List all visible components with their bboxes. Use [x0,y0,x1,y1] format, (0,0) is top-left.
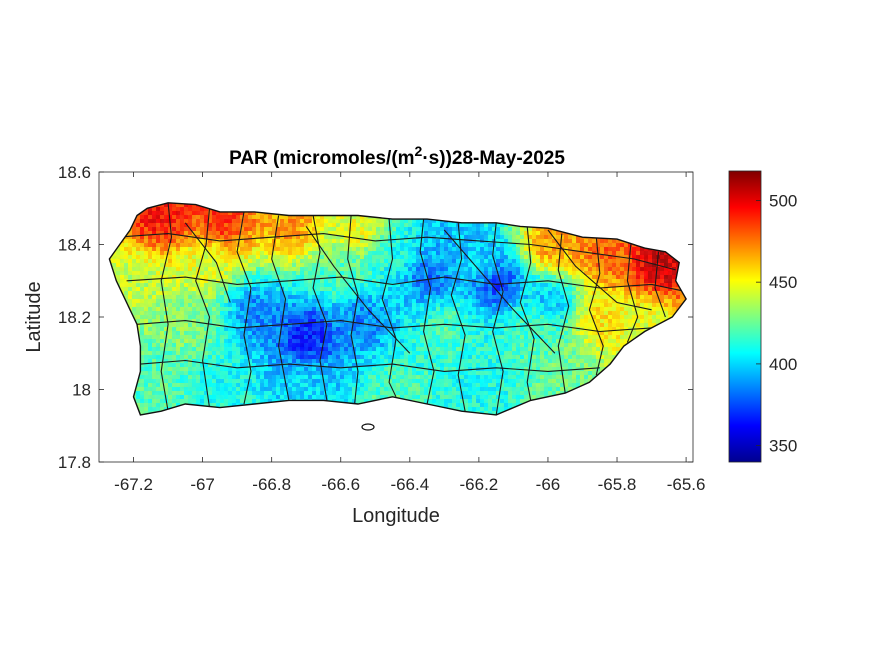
par-map-figure: -67.2 -67 -66.8 -66.6 -66.4 -66.2 -66 -65.8 -65.… [23,143,797,527]
